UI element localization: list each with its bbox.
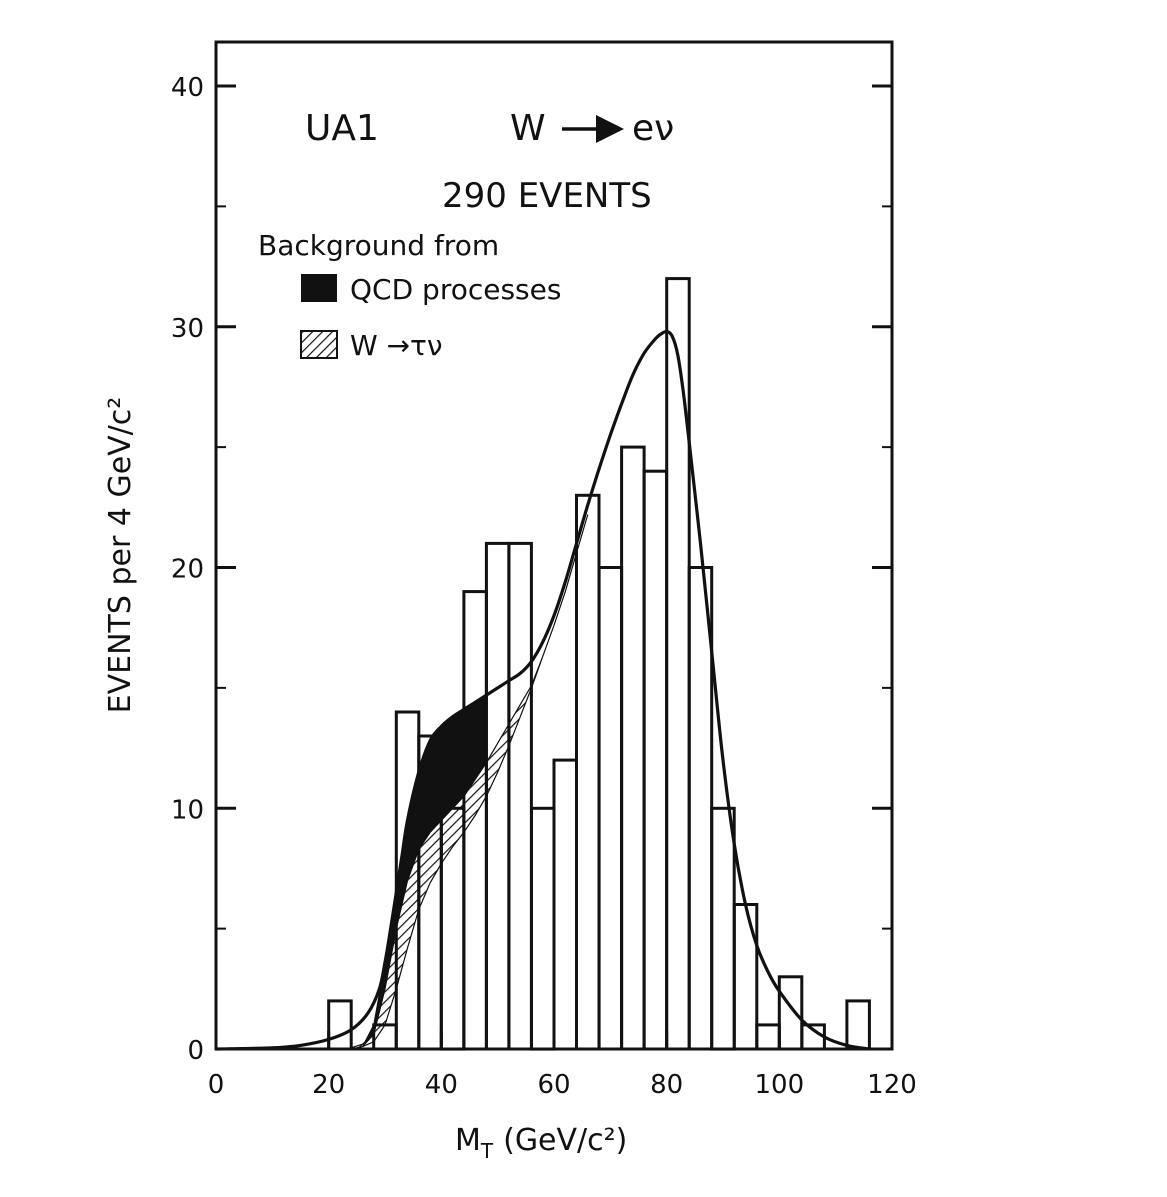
x-axis-label: MT (GeV/c²) — [455, 1123, 627, 1163]
x-tick-label: 60 — [537, 1070, 570, 1100]
legend-swatch-qcd — [301, 274, 337, 302]
y-tick-label: 20 — [171, 555, 204, 585]
histogram-bar — [597, 566, 624, 1051]
y-tick-label: 10 — [171, 795, 204, 825]
fit-curve — [215, 329, 870, 1051]
histogram-bar — [777, 975, 804, 1051]
x-tick-label: 100 — [755, 1070, 805, 1100]
x-tick-label: 120 — [867, 1070, 917, 1100]
histogram-bar — [710, 806, 736, 1051]
process-rhs: eν — [632, 108, 674, 149]
y-tick-label: 30 — [171, 314, 204, 344]
histogram-bar — [575, 493, 601, 1051]
histogram-bar — [665, 277, 691, 1051]
histogram-bar — [845, 999, 871, 1051]
histogram — [327, 277, 871, 1051]
histogram-bar — [687, 566, 714, 1051]
x-tick-label: 0 — [208, 1070, 225, 1100]
y-tick-label: 40 — [171, 73, 204, 103]
x-tick-label: 20 — [312, 1070, 345, 1100]
legend-swatch-wtau — [300, 330, 338, 359]
x-tick-label: 80 — [650, 1070, 683, 1100]
y-tick-label: 0 — [187, 1036, 204, 1066]
histogram-bar — [732, 903, 759, 1051]
histogram-bar — [507, 541, 533, 1051]
histogram-bar — [755, 1023, 781, 1051]
x-tick-label: 40 — [425, 1070, 458, 1100]
events-subtitle: 290 EVENTS — [442, 176, 652, 216]
histogram-bar — [530, 806, 556, 1051]
process-lhs: W — [510, 108, 546, 149]
legend-label-wtau: W →τν — [350, 329, 443, 362]
legend-header: Background from — [258, 229, 499, 262]
histogram-bar — [327, 999, 353, 1051]
histogram-bar — [552, 758, 578, 1051]
experiment-title: UA1 — [305, 108, 379, 149]
axis-ticks: 0 10 20 30 40 0 20 40 60 80 100 120 — [171, 73, 917, 1100]
histogram-bar — [642, 469, 669, 1051]
histogram-bar — [620, 445, 646, 1051]
background-bands — [350, 514, 589, 1050]
y-axis-label: EVENTS per 4 GeV/c² — [103, 397, 138, 714]
legend-label-qcd: QCD processes — [350, 273, 561, 306]
histogram-bar — [484, 541, 511, 1051]
